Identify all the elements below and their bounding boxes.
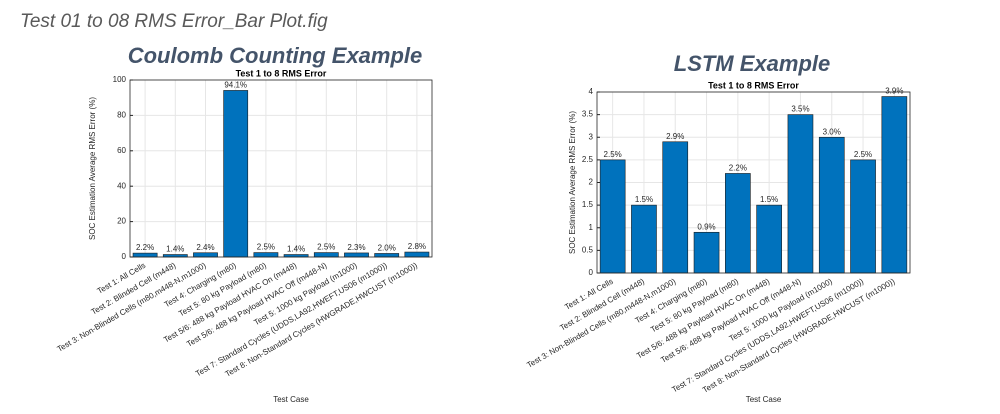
bar xyxy=(631,204,657,274)
y-tick-label: 2 xyxy=(589,178,594,187)
value-label: 3.0% xyxy=(823,127,841,136)
y-tick-label: 40 xyxy=(117,181,126,190)
bar xyxy=(132,252,158,258)
value-label: 2.9% xyxy=(666,132,684,141)
chart-title: Test 1 to 8 RMS Error xyxy=(708,80,799,90)
bar xyxy=(253,252,279,258)
y-axis-label: SOC Estimation Average RMS Error (%) xyxy=(568,111,577,254)
axes-box xyxy=(596,91,911,274)
axes-box xyxy=(129,79,433,258)
y-tick-label: 4 xyxy=(589,87,594,96)
value-label: 3.5% xyxy=(791,105,809,114)
bar xyxy=(850,159,876,274)
bar xyxy=(787,114,814,274)
y-tick-label: 100 xyxy=(113,75,127,84)
bar xyxy=(344,252,369,258)
bar xyxy=(693,231,720,274)
bar xyxy=(404,251,430,258)
value-label: 1.5% xyxy=(635,195,653,204)
value-label: 94.1% xyxy=(224,81,247,90)
y-tick-label: 20 xyxy=(117,217,126,226)
y-tick-label: 60 xyxy=(117,146,126,155)
y-tick-label: 2.5 xyxy=(582,155,594,164)
y-tick-label: 0.5 xyxy=(582,245,594,254)
bar xyxy=(725,173,751,274)
bar xyxy=(818,136,845,274)
value-label: 2.5% xyxy=(257,243,275,252)
y-axis-label: SOC Estimation Average RMS Error (%) xyxy=(88,97,97,240)
bar xyxy=(223,90,249,258)
value-label: 0.9% xyxy=(697,222,715,231)
chart-title: Test 1 to 8 RMS Error xyxy=(236,68,327,78)
value-label: 2.5% xyxy=(317,243,335,252)
value-label: 2.4% xyxy=(196,243,214,252)
x-axis-label: Test Case xyxy=(746,395,782,404)
y-tick-label: 1 xyxy=(589,223,594,232)
value-label: 2.2% xyxy=(729,164,747,173)
x-axis-label: Test Case xyxy=(273,395,309,404)
chart-heading: LSTM Example xyxy=(674,51,830,76)
y-tick-label: 0 xyxy=(122,252,127,261)
y-tick-label: 80 xyxy=(117,111,126,120)
page-title: Test 01 to 08 RMS Error_Bar Plot.fig xyxy=(20,11,328,32)
value-label: 1.4% xyxy=(287,245,305,254)
value-label: 2.0% xyxy=(378,244,396,253)
bar xyxy=(662,141,689,274)
y-tick-label: 3.5 xyxy=(582,110,594,119)
bar xyxy=(193,252,218,258)
plot-area xyxy=(130,80,432,257)
bar xyxy=(374,253,400,258)
y-tick-label: 3 xyxy=(589,132,594,141)
value-label: 2.8% xyxy=(408,242,426,251)
bar xyxy=(599,159,626,274)
value-label: 2.5% xyxy=(604,150,622,159)
value-label: 3.9% xyxy=(885,87,903,96)
value-label: 1.4% xyxy=(166,245,184,254)
y-tick-label: 1.5 xyxy=(582,200,594,209)
chart-heading: Coulomb Counting Example xyxy=(128,43,423,68)
value-label: 2.3% xyxy=(347,243,365,252)
value-label: 1.5% xyxy=(760,195,778,204)
bar xyxy=(313,252,339,258)
value-label: 2.2% xyxy=(136,243,154,252)
bar xyxy=(881,96,908,274)
value-label: 2.5% xyxy=(854,150,872,159)
bar xyxy=(756,204,782,274)
y-tick-label: 0 xyxy=(589,268,594,277)
